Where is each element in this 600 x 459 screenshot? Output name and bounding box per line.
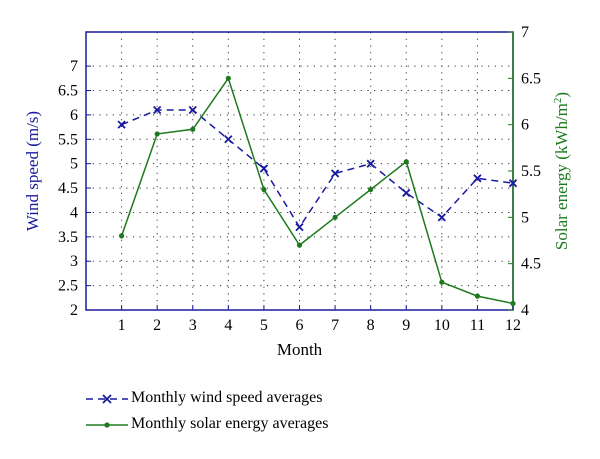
left-tick-label: 2 [70, 302, 78, 319]
right-axis-ticks: 4 4.5 5 5.5 6 6.5 7 [508, 24, 541, 319]
left-tick-label: 7 [70, 58, 78, 75]
x-tick-label: 8 [367, 317, 375, 334]
data-point-wind [402, 188, 411, 198]
series-line-wind [121, 109, 514, 229]
data-point-solar [261, 186, 267, 193]
left-tick-label: 2.5 [58, 278, 78, 295]
right-axis-label: Solar energy (kWh/m2) [552, 92, 571, 250]
chart: 1 2 3 4 5 6 7 8 9 10 11 12 22.533.544.555.566.57 44… [23, 24, 571, 359]
data-point-solar [403, 159, 409, 165]
legend-item-solar: Monthly solar energy averages [84, 413, 484, 437]
right-tick-label: 4 [521, 302, 529, 319]
legend-label-wind: Monthly wind speed averages [131, 389, 323, 406]
x-tick-label: 10 [434, 317, 450, 334]
legend: Monthly wind speed averages Monthly sola… [84, 387, 484, 443]
legend-item-wind: Monthly wind speed averages [84, 387, 484, 411]
data-point-wind [259, 164, 269, 173]
x-tick-label: 12 [505, 317, 521, 334]
data-point-wind [366, 159, 375, 168]
legend-swatch-wind [86, 394, 128, 404]
data-point-wind [295, 222, 304, 232]
left-tick-label: 6 [70, 107, 78, 124]
data-point-wind [473, 174, 482, 183]
x-tick-label: 9 [402, 317, 410, 334]
x-tick-label: 1 [118, 317, 126, 334]
x-axis-ticks: 1 2 3 4 5 6 7 8 9 10 11 12 [118, 305, 521, 334]
right-tick-label: 5 [521, 209, 529, 226]
left-axis-ticks: 2 2.5 3 3.5 4 4.5 5 5.5 6 6.5 7 [58, 58, 91, 319]
left-tick-label: 6.5 [58, 83, 78, 100]
x-tick-label: 4 [224, 317, 232, 334]
right-axis-label-sup: 2 [552, 98, 564, 104]
data-point-solar [154, 131, 160, 137]
left-tick-label: 5.5 [58, 131, 78, 148]
left-axis-label: Wind speed (m/s) [23, 111, 42, 231]
left-tick-label: 3.5 [58, 229, 78, 246]
right-tick-label: 7 [521, 24, 529, 41]
data-point-solar [225, 75, 231, 81]
data-point-solar [368, 186, 374, 193]
x-tick-label: 6 [296, 317, 304, 334]
x-tick-label: 3 [189, 317, 197, 334]
data-point-wind [153, 105, 162, 115]
x-tick-label: 5 [260, 317, 268, 334]
data-point-solar [190, 126, 196, 132]
left-tick-label: 4 [70, 204, 78, 221]
data-point-wind [508, 179, 518, 188]
series-solar [118, 75, 516, 307]
data-point-wind [437, 213, 446, 222]
data-point-wind [224, 135, 233, 144]
series-layer [117, 75, 518, 307]
left-tick-label: 4.5 [58, 180, 78, 197]
data-point-solar [118, 233, 125, 239]
left-tick-label: 5 [70, 156, 78, 173]
right-tick-label: 6 [521, 117, 529, 134]
right-tick-label: 4.5 [521, 256, 541, 273]
data-point-solar [474, 293, 481, 299]
right-tick-label: 5.5 [521, 163, 541, 180]
right-axis-label-suffix: ) [552, 92, 571, 98]
x-axis-label: Month [277, 340, 323, 359]
data-point-solar [296, 242, 303, 248]
legend-label-solar: Monthly solar energy averages [131, 415, 329, 432]
right-axis-label-prefix: Solar energy (kWh/m [552, 103, 571, 250]
right-tick-label: 6.5 [521, 70, 541, 87]
left-tick-label: 3 [70, 253, 78, 270]
plot-frame [85, 31, 514, 311]
x-tick-label: 2 [153, 317, 161, 334]
data-point-wind [188, 105, 197, 115]
data-point-wind [330, 169, 340, 178]
data-point-wind [117, 120, 126, 129]
legend-swatch-solar [86, 422, 128, 428]
data-point-solar [332, 214, 338, 220]
grid [86, 32, 514, 310]
x-tick-label: 11 [470, 317, 485, 334]
data-point-solar [510, 300, 516, 307]
data-point-solar [439, 279, 445, 285]
x-tick-label: 7 [331, 317, 339, 334]
series-wind [117, 105, 518, 232]
series-line-solar [120, 76, 514, 305]
